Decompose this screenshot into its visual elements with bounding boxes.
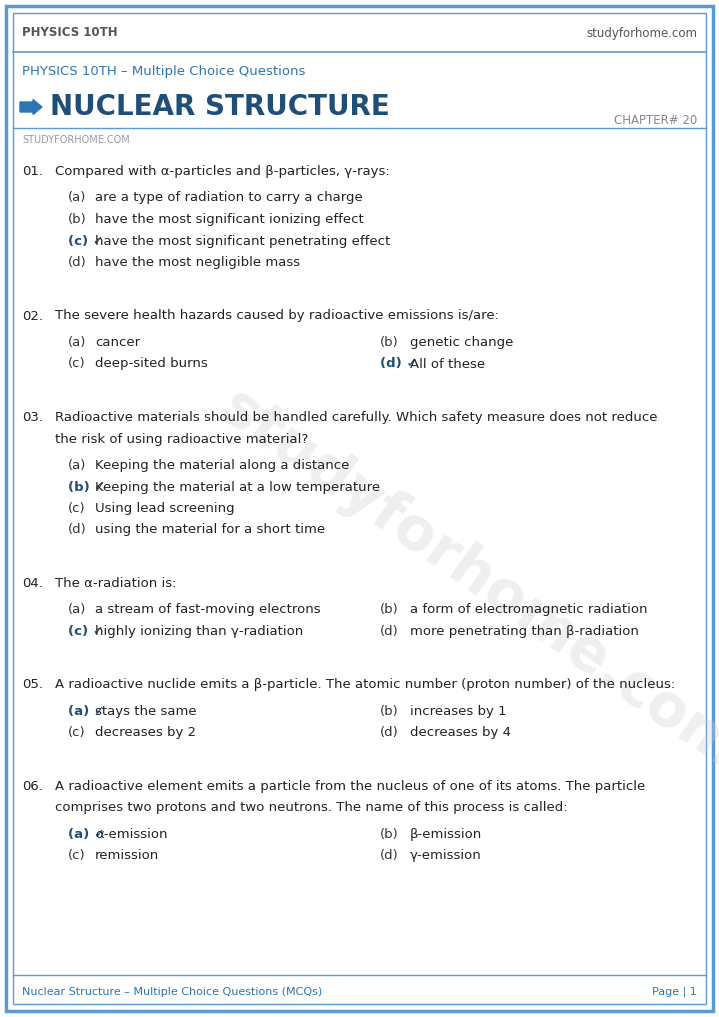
Text: Compared with α-particles and β-particles, γ-rays:: Compared with α-particles and β-particle…: [55, 165, 390, 178]
Text: β-emission: β-emission: [410, 828, 482, 841]
Text: Nuclear Structure – Multiple Choice Questions (MCQs): Nuclear Structure – Multiple Choice Ques…: [22, 988, 322, 997]
Text: the risk of using radioactive material?: the risk of using radioactive material?: [55, 432, 308, 445]
Text: A radioactive nuclide emits a β-particle. The atomic number (proton number) of t: A radioactive nuclide emits a β-particle…: [55, 678, 675, 692]
Text: (d): (d): [380, 625, 399, 638]
Text: (b): (b): [380, 336, 399, 349]
Text: (a): (a): [68, 459, 86, 472]
Text: NUCLEAR STRUCTURE: NUCLEAR STRUCTURE: [50, 93, 390, 121]
Text: (a) ✓: (a) ✓: [68, 828, 105, 841]
Text: (a) ✓: (a) ✓: [68, 705, 105, 718]
Text: decreases by 4: decreases by 4: [410, 726, 511, 739]
Text: more penetrating than β-radiation: more penetrating than β-radiation: [410, 625, 639, 638]
Text: PHYSICS 10TH – Multiple Choice Questions: PHYSICS 10TH – Multiple Choice Questions: [22, 65, 306, 78]
Text: are a type of radiation to carry a charge: are a type of radiation to carry a charg…: [95, 191, 363, 204]
FancyArrow shape: [20, 100, 42, 115]
Text: 04.: 04.: [22, 577, 43, 590]
Text: (c) ✓: (c) ✓: [68, 625, 104, 638]
Text: decreases by 2: decreases by 2: [95, 726, 196, 739]
Text: Radioactive materials should be handled carefully. Which safety measure does not: Radioactive materials should be handled …: [55, 411, 657, 424]
Text: (b): (b): [380, 705, 399, 718]
Text: γ-emission: γ-emission: [410, 849, 482, 862]
Text: have the most significant ionizing effect: have the most significant ionizing effec…: [95, 213, 364, 226]
Text: (d): (d): [380, 726, 399, 739]
Text: cancer: cancer: [95, 336, 140, 349]
Text: highly ionizing than γ-radiation: highly ionizing than γ-radiation: [95, 625, 303, 638]
Text: (b): (b): [380, 828, 399, 841]
Text: have the most negligible mass: have the most negligible mass: [95, 256, 300, 270]
Text: (c): (c): [68, 358, 86, 370]
Text: deep-sited burns: deep-sited burns: [95, 358, 208, 370]
Text: Using lead screening: Using lead screening: [95, 502, 234, 515]
Text: using the material for a short time: using the material for a short time: [95, 524, 325, 537]
Text: Keeping the material along a distance: Keeping the material along a distance: [95, 459, 349, 472]
Text: (c): (c): [68, 849, 86, 862]
Text: STUDYFORHOME.COM: STUDYFORHOME.COM: [22, 135, 129, 145]
Text: comprises two protons and two neutrons. The name of this process is called:: comprises two protons and two neutrons. …: [55, 801, 567, 815]
Text: increases by 1: increases by 1: [410, 705, 507, 718]
Text: a form of electromagnetic radiation: a form of electromagnetic radiation: [410, 603, 648, 616]
Text: 03.: 03.: [22, 411, 43, 424]
Text: (d): (d): [68, 524, 87, 537]
Text: (c): (c): [68, 726, 86, 739]
Text: (b) ✓: (b) ✓: [68, 480, 106, 493]
Text: (d) ✓: (d) ✓: [380, 358, 418, 370]
Text: (b): (b): [68, 213, 87, 226]
Text: (b): (b): [380, 603, 399, 616]
Text: (c) ✓: (c) ✓: [68, 235, 104, 247]
Text: a stream of fast-moving electrons: a stream of fast-moving electrons: [95, 603, 321, 616]
Text: The α-radiation is:: The α-radiation is:: [55, 577, 176, 590]
Text: studyforhome.com: studyforhome.com: [586, 26, 697, 40]
Text: All of these: All of these: [410, 358, 485, 370]
Text: α-emission: α-emission: [95, 828, 168, 841]
Text: genetic change: genetic change: [410, 336, 513, 349]
Text: Keeping the material at a low temperature: Keeping the material at a low temperatur…: [95, 480, 380, 493]
Text: PHYSICS 10TH: PHYSICS 10TH: [22, 26, 118, 40]
Text: 06.: 06.: [22, 780, 43, 793]
Text: (d): (d): [68, 256, 87, 270]
Text: CHAPTER# 20: CHAPTER# 20: [614, 114, 697, 126]
Text: Page | 1: Page | 1: [652, 986, 697, 998]
Text: studyforhome.com: studyforhome.com: [211, 379, 719, 781]
Text: (a): (a): [68, 603, 86, 616]
Text: stays the same: stays the same: [95, 705, 196, 718]
Text: (a): (a): [68, 191, 86, 204]
Text: have the most significant penetrating effect: have the most significant penetrating ef…: [95, 235, 390, 247]
Text: (d): (d): [380, 849, 399, 862]
Text: 01.: 01.: [22, 165, 43, 178]
Text: A radioactive element emits a particle from the nucleus of one of its atoms. The: A radioactive element emits a particle f…: [55, 780, 645, 793]
Text: (a): (a): [68, 336, 86, 349]
Text: 02.: 02.: [22, 309, 43, 322]
Text: The severe health hazards caused by radioactive emissions is/are:: The severe health hazards caused by radi…: [55, 309, 499, 322]
Text: remission: remission: [95, 849, 159, 862]
Text: (c): (c): [68, 502, 86, 515]
Text: 05.: 05.: [22, 678, 43, 692]
